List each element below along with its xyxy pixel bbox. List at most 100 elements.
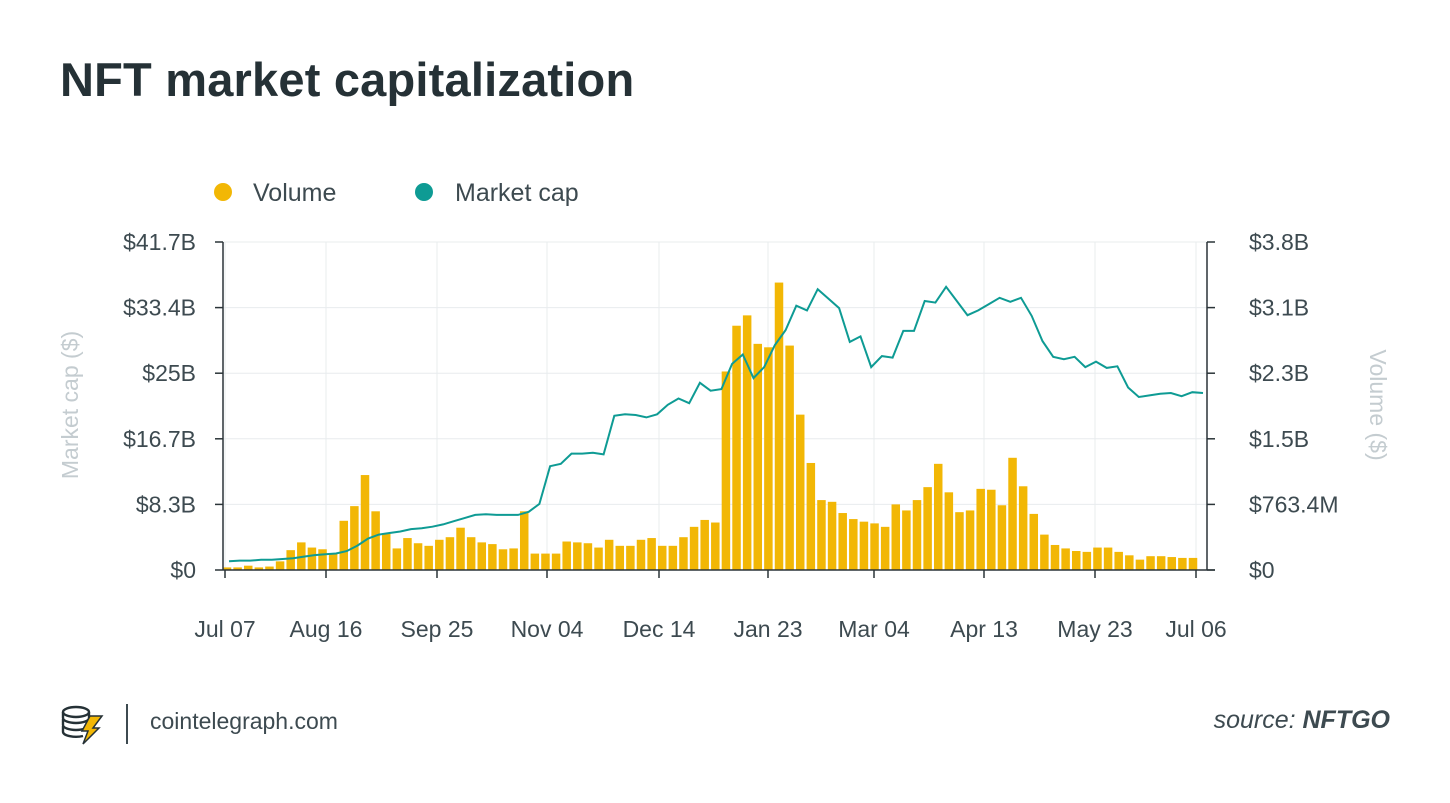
- volume-bar: [435, 539, 444, 570]
- left-tick-label: $41.7B: [123, 229, 196, 255]
- volume-bar: [466, 537, 476, 570]
- legend: Volume Market cap: [214, 179, 579, 207]
- volume-bar: [1093, 547, 1102, 570]
- volume-bar: [870, 523, 879, 570]
- volume-bar: [721, 371, 731, 570]
- volume-bar: [711, 522, 720, 570]
- volume-bar: [509, 548, 518, 570]
- volume-bar: [976, 488, 985, 570]
- cointelegraph-logo-icon: [60, 702, 104, 751]
- market-cap-line: [228, 285, 1204, 563]
- volume-bars: [222, 282, 1198, 570]
- volume-bar: [689, 526, 699, 570]
- volume-bar: [371, 511, 380, 570]
- volume-bar: [583, 543, 593, 570]
- volume-bar: [519, 511, 529, 570]
- volume-bar: [636, 539, 646, 570]
- source-credit: source: NFTGO: [1214, 706, 1390, 735]
- right-tick-label: $0: [1249, 557, 1275, 583]
- volume-bar: [1188, 557, 1198, 570]
- left-tick-label: $8.3B: [136, 491, 196, 517]
- volume-bar: [424, 545, 433, 570]
- volume-bar: [965, 510, 975, 570]
- volume-bar: [679, 537, 688, 570]
- volume-bar: [445, 537, 455, 570]
- left-tick-label: $0: [170, 557, 196, 583]
- right-tick-label: $2.3B: [1249, 360, 1309, 386]
- volume-bar: [265, 566, 274, 570]
- right-axis-title: Volume ($): [1365, 349, 1391, 460]
- volume-bar: [742, 315, 752, 570]
- volume-bar: [1082, 551, 1092, 570]
- volume-bar: [700, 519, 709, 570]
- volume-bar: [573, 542, 582, 570]
- volume-bar: [350, 506, 359, 570]
- volume-bar: [955, 512, 964, 570]
- volume-bar: [1178, 557, 1187, 570]
- volume-bar: [1125, 555, 1134, 570]
- volume-bar: [732, 325, 741, 570]
- volume-bar: [286, 550, 295, 570]
- volume-bar: [530, 553, 540, 570]
- volume-bar: [1008, 457, 1017, 570]
- volume-bar: [827, 501, 837, 570]
- volume-bar: [392, 548, 402, 570]
- volume-bar: [838, 513, 847, 570]
- x-tick-label: Jul 06: [1165, 616, 1226, 642]
- volume-bar: [774, 282, 784, 570]
- volume-bar: [880, 526, 890, 570]
- right-tick-label: $763.4M: [1249, 491, 1339, 517]
- volume-bar: [785, 345, 794, 570]
- volume-bar: [626, 545, 635, 570]
- legend-market-cap-label: Market cap: [455, 179, 579, 207]
- source-name: NFTGO: [1302, 706, 1391, 734]
- volume-bar: [381, 533, 391, 570]
- grid: [223, 241, 1207, 571]
- x-tick-label: Sep 25: [401, 616, 474, 642]
- right-axis-ticks: $0 $763.4M $1.5B $2.3B $3.1B $3.8B: [1207, 229, 1339, 583]
- volume-bar: [498, 549, 508, 570]
- volume-bar: [1114, 551, 1123, 570]
- volume-bar: [1156, 556, 1166, 570]
- volume-bar: [403, 538, 412, 570]
- volume-bar: [668, 545, 678, 570]
- volume-bar: [339, 520, 349, 570]
- volume-bar: [413, 543, 423, 570]
- volume-bar: [275, 561, 285, 570]
- volume-bar: [1040, 534, 1049, 570]
- volume-bar: [1071, 551, 1081, 570]
- volume-bar: [859, 521, 869, 570]
- x-tick-label: Dec 14: [623, 616, 696, 642]
- volume-bar: [1167, 557, 1177, 570]
- legend-volume-marker: [214, 183, 232, 201]
- volume-bar: [795, 414, 805, 570]
- volume-bar: [222, 567, 232, 570]
- volume-bar: [254, 567, 264, 570]
- volume-bar: [987, 489, 996, 570]
- volume-bar: [912, 500, 922, 570]
- volume-bar: [1018, 486, 1028, 570]
- volume-bar: [604, 539, 614, 570]
- volume-bar: [849, 519, 858, 570]
- volume-bar: [944, 492, 954, 570]
- x-tick-label: Jan 23: [733, 616, 802, 642]
- volume-bar: [806, 462, 816, 570]
- x-tick-label: May 23: [1057, 616, 1132, 642]
- volume-bar: [1103, 547, 1113, 570]
- volume-bar: [360, 475, 370, 570]
- left-tick-label: $25B: [142, 360, 196, 386]
- volume-bar: [594, 547, 603, 570]
- volume-bar: [933, 463, 943, 570]
- volume-bar: [488, 544, 497, 570]
- axes: [222, 242, 1215, 571]
- x-tick-label: Mar 04: [838, 616, 910, 642]
- volume-bar: [551, 553, 561, 570]
- volume-bar: [1050, 544, 1060, 570]
- site-name: cointelegraph.com: [150, 708, 338, 734]
- volume-bar: [541, 553, 550, 570]
- volume-bar: [923, 487, 932, 570]
- chart-title: NFT market capitalization: [60, 53, 635, 106]
- volume-bar: [307, 547, 317, 570]
- volume-bar: [615, 545, 625, 570]
- x-tick-label: Jul 07: [194, 616, 255, 642]
